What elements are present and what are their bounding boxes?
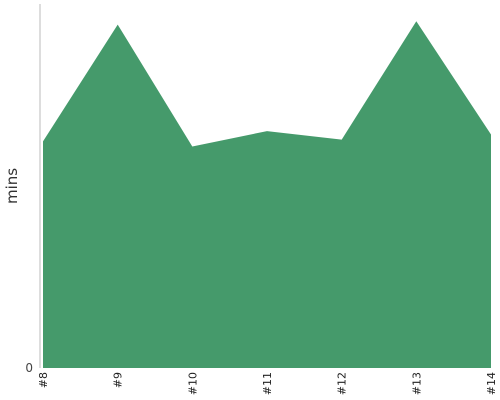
x-tick-label: #9	[112, 372, 125, 388]
x-tick-label: #11	[261, 372, 274, 395]
x-tick-label: #13	[410, 372, 423, 395]
x-tick-label: #12	[336, 372, 349, 395]
x-tick-label: #8	[37, 372, 50, 388]
y-axis-ticks: 0	[25, 361, 33, 375]
x-tick-label: #14	[485, 372, 498, 395]
x-axis-ticks: #8 #9 #10 #11 #12 #13 #14	[37, 372, 498, 395]
y-axis-label: mins	[3, 168, 21, 204]
plot-area	[39, 4, 491, 368]
area-series	[43, 21, 491, 368]
x-tick-label: #10	[186, 372, 199, 395]
y-tick-label: 0	[25, 361, 33, 375]
